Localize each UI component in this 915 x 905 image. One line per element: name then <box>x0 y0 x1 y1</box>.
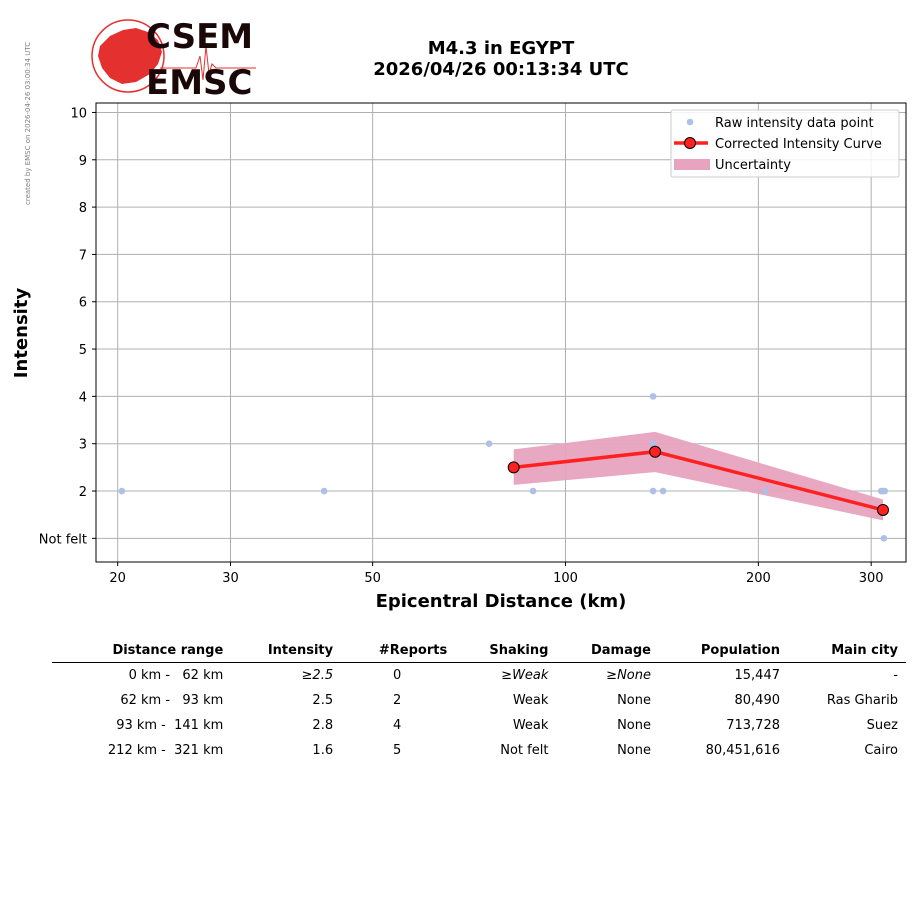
raw-intensity-point <box>649 487 657 495</box>
cell-reports: 5 <box>393 742 402 758</box>
raw-intensity-point <box>880 535 888 542</box>
raw-intensity-point <box>649 393 657 400</box>
header-main-city: Main city <box>788 640 906 663</box>
table-row: 0 km - 62 km ≥2.5 0 ≥Weak ≥None 15,447 - <box>52 663 906 689</box>
cell-population: 713,728 <box>726 717 780 733</box>
legend-band-label: Uncertainty <box>715 158 791 173</box>
legend-raw-swatch <box>686 118 694 126</box>
header-population: Population <box>658 640 788 663</box>
legend-raw-label: Raw intensity data point <box>715 116 874 131</box>
table-row: 212 km - 321 km 1.6 5 Not felt None 80,4… <box>52 738 906 763</box>
y-tick-label: 4 <box>79 390 87 405</box>
y-tick-label: 5 <box>79 343 87 358</box>
table-row: 93 km - 141 km 2.8 4 Weak None 713,728 S… <box>52 713 906 738</box>
legend-curve-label: Corrected Intensity Curve <box>715 137 882 152</box>
cell-city: Suez <box>866 717 898 733</box>
cell-range: 93 km - 141 km <box>116 717 224 733</box>
x-tick-label: 50 <box>364 571 381 586</box>
cell-intensity: ≥2.5 <box>301 667 334 683</box>
cell-damage: ≥None <box>606 667 651 683</box>
cell-shaking: Weak <box>512 717 549 733</box>
y-tick-label: 8 <box>79 201 87 216</box>
cell-reports: 0 <box>393 667 402 683</box>
y-tick-label: 6 <box>79 296 87 311</box>
raw-intensity-point <box>761 487 769 495</box>
corrected-curve-layer <box>507 445 889 516</box>
cell-shaking: Not felt <box>500 742 549 758</box>
cell-population: 80,490 <box>734 692 781 708</box>
plot-frame <box>95 102 907 563</box>
cell-damage: None <box>617 692 651 708</box>
cell-intensity: 1.6 <box>312 742 334 758</box>
x-axis-label: Epicentral Distance (km) <box>376 591 627 612</box>
raw-intensity-point <box>881 487 889 495</box>
cell-damage: None <box>617 742 651 758</box>
logo-globe <box>91 19 165 93</box>
raw-points-layer <box>118 393 889 542</box>
logo-line1: CSEM <box>146 17 253 57</box>
header-distance-range: Distance range <box>52 640 232 663</box>
x-tick-label: 200 <box>746 571 771 586</box>
event-title: M4.3 in EGYPT <box>427 38 575 59</box>
header-reports: #Reports <box>341 640 456 663</box>
cell-shaking: ≥Weak <box>501 667 549 683</box>
cell-population: 80,451,616 <box>705 742 780 758</box>
cell-range: 62 km - 93 km <box>120 692 224 708</box>
intensity-summary-table: Distance range Intensity #Reports Shakin… <box>52 640 906 763</box>
cell-shaking: Weak <box>512 692 549 708</box>
uncertainty-band-layer <box>513 431 883 521</box>
intensity-chart: 20 30 50 100 200 300 Not felt 2 3 4 5 6 7 8 9 10 Epicen… <box>11 102 907 612</box>
cell-range: 0 km - 62 km <box>128 667 224 683</box>
y-tick-label: 10 <box>70 106 87 121</box>
x-tick-label: 100 <box>553 571 578 586</box>
cell-population: 15,447 <box>734 667 781 683</box>
corrected-intensity-point <box>507 461 520 474</box>
x-tick-label: 30 <box>222 571 239 586</box>
raw-intensity-point <box>320 487 328 495</box>
logo-line2: EMSC <box>146 63 253 100</box>
cell-reports: 2 <box>393 692 402 708</box>
legend: Raw intensity data point Corrected Inten… <box>670 109 900 178</box>
cell-reports: 4 <box>393 717 402 733</box>
event-time: 2026/04/26 00:13:34 UTC <box>373 59 629 80</box>
cell-intensity: 2.8 <box>312 717 334 733</box>
raw-intensity-point <box>649 440 657 448</box>
raw-intensity-point <box>485 440 493 448</box>
legend-band-swatch <box>674 159 710 170</box>
cell-range: 212 km - 321 km <box>107 742 224 758</box>
y-axis-label: Intensity <box>11 288 32 379</box>
raw-intensity-point <box>118 487 126 495</box>
chart-title: M4.3 in EGYPT 2026/04/26 00:13:34 UTC <box>300 38 702 80</box>
y-tick-label: 9 <box>79 154 87 169</box>
cell-city: Cairo <box>864 742 898 758</box>
y-tick-label: 7 <box>79 248 87 263</box>
cell-damage: None <box>617 717 651 733</box>
table-header-row: Distance range Intensity #Reports Shakin… <box>52 640 906 663</box>
cell-intensity: 2.5 <box>312 692 334 708</box>
corrected-intensity-point <box>876 503 889 516</box>
raw-intensity-point <box>529 487 537 495</box>
corrected-intensity-point <box>649 445 662 458</box>
logo-map <box>98 28 162 84</box>
header-intensity: Intensity <box>231 640 342 663</box>
y-tick-label: 2 <box>79 485 87 500</box>
x-tick-label: 20 <box>109 571 126 586</box>
uncertainty-band <box>513 431 883 521</box>
header-shaking: Shaking <box>455 640 557 663</box>
legend-box <box>670 109 900 178</box>
table-row: 62 km - 93 km 2.5 2 Weak None 80,490 Ras… <box>52 688 906 713</box>
legend-curve-swatch-marker <box>684 137 696 149</box>
logo-seismogram <box>160 45 256 81</box>
y-tick-label: Not felt <box>39 532 87 547</box>
x-tick-label: 300 <box>859 571 884 586</box>
y-tick-label: 3 <box>79 438 87 453</box>
cell-city: - <box>893 667 898 683</box>
tick-labels: 20 30 50 100 200 300 Not felt 2 3 4 5 6 7 8 9 10 <box>39 106 884 586</box>
header-damage: Damage <box>556 640 659 663</box>
cell-city: Ras Gharib <box>826 692 898 708</box>
emsc-logo: CSEM EMSC <box>91 17 256 100</box>
raw-intensity-point <box>659 487 667 495</box>
